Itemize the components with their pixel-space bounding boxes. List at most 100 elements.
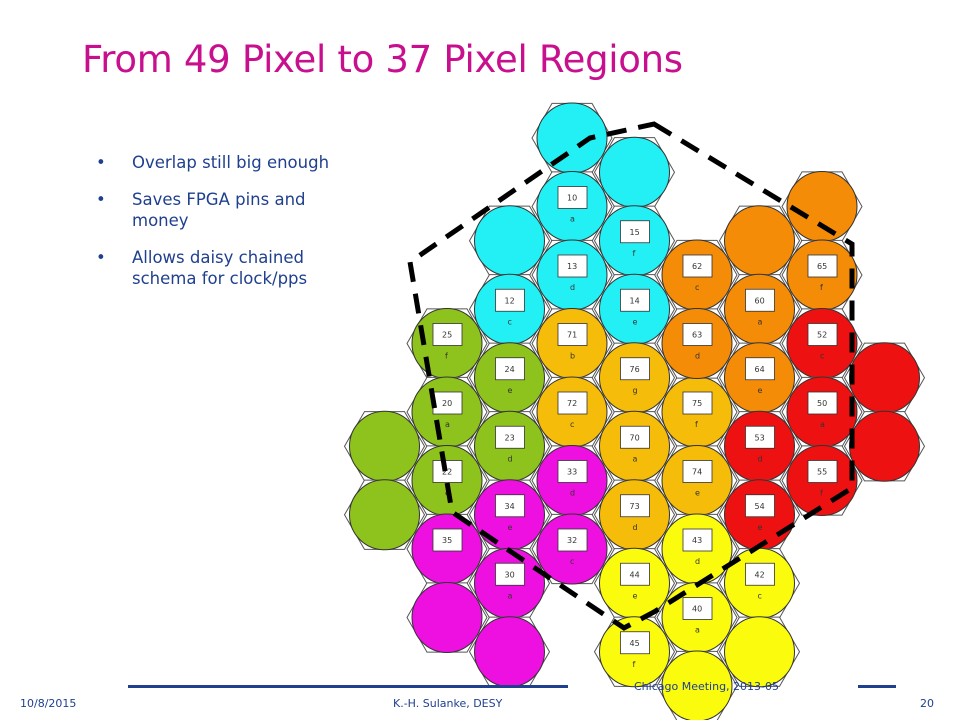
pixel-cell: 35 (406, 513, 488, 585)
pixel-sub-label: f (820, 283, 823, 292)
pixel-cell: 42 c (718, 547, 801, 619)
pixel-cell (343, 479, 426, 551)
pixel-number-label: 71 (567, 331, 577, 340)
pixel-label-box (745, 562, 775, 586)
pixel-pmt-circle (349, 479, 420, 551)
pixel-cell: 44 e (593, 547, 676, 619)
pixel-number-label: 52 (817, 331, 827, 340)
pixel-number-label: 20 (442, 399, 452, 408)
bullet-dot-icon: • (96, 153, 106, 172)
pixel-label-box (495, 288, 525, 312)
pixel-number-label: 30 (505, 570, 515, 579)
pixel-sub-label: e (758, 386, 763, 395)
pixel-cell (781, 171, 863, 242)
pixel-sub-label: f (445, 352, 448, 361)
pixel-number-label: 14 (630, 296, 640, 305)
pixel-label-box (620, 357, 650, 381)
pixel-label-box (620, 288, 650, 312)
pixel-number-label: 44 (630, 570, 640, 579)
pixel-sub-label: d (508, 454, 513, 463)
pixel-cell: 23 d (468, 410, 551, 482)
pixel-number-label: 32 (567, 536, 577, 545)
pixel-sub-label: b (570, 352, 575, 361)
pixel-pmt-circle (599, 136, 670, 208)
pixel-pmt-circle (786, 171, 858, 242)
pixel-cell: 15 f (593, 205, 676, 277)
pixel-number-label: 35 (442, 536, 452, 545)
pixel-pmt-circle (724, 205, 795, 277)
pixel-label-box (620, 494, 650, 518)
pixel-cell: 75 f (656, 376, 738, 448)
pixel-sub-label: d (570, 489, 575, 498)
pixel-cell: 32 c (531, 513, 613, 585)
pixel-pmt-circle (849, 410, 920, 482)
pixel-cell: 52 c (781, 308, 863, 379)
pixel-cell (656, 650, 738, 720)
pixel-sub-label: e (633, 591, 638, 600)
pixel-cell (468, 205, 551, 277)
pixel-label-box (495, 494, 525, 518)
pixel-cell: 20 a (406, 376, 488, 448)
pixel-sub-label: d (633, 523, 638, 532)
pixel-cell: 76 g (593, 342, 676, 414)
pixel-number-label: 42 (755, 570, 765, 579)
pixel-label-box (682, 323, 713, 346)
bullet-text: Saves FPGA pins and money (132, 190, 306, 230)
pixel-sub-label: a (508, 591, 513, 600)
pixel-label-box (557, 254, 588, 278)
pixel-label-box (745, 357, 775, 381)
pixel-number-label: 73 (630, 502, 640, 511)
pixel-number-label: 22 (442, 468, 452, 477)
pixel-label-box (620, 425, 650, 449)
pixel-cell: 45 f (593, 616, 676, 688)
pixel-number-label: 64 (755, 365, 765, 374)
pixel-number-label: 23 (505, 433, 515, 442)
pixel-number-label: 25 (442, 331, 452, 340)
pixel-pmt-circle (536, 102, 608, 174)
pixel-label-box (682, 391, 713, 415)
pixel-number-label: 75 (692, 399, 702, 408)
bullet-text: Overlap still big enough (132, 153, 330, 172)
pixel-sub-label: c (570, 420, 574, 429)
pixel-sub-label: g (633, 386, 638, 395)
pixel-pmt-circle (724, 616, 795, 688)
pixel-number-label: 33 (567, 468, 577, 477)
pixel-pmt-circle (474, 205, 545, 277)
pixel-cell: 22c (406, 445, 488, 516)
pixel-number-label: 63 (692, 331, 702, 340)
pixel-cell: 13 d (531, 239, 613, 311)
pixel-pmt-circle (849, 342, 920, 414)
pixel-cell: 55 f (781, 445, 863, 516)
pixel-label-box (620, 220, 650, 244)
pixel-cell: 63 d (656, 308, 738, 379)
pixel-sub-label: a (633, 454, 638, 463)
pixel-number-label: 74 (692, 468, 702, 477)
pixel-number-label: 53 (755, 433, 765, 442)
pixel-cells: 12c10a15f13d14e25f20a24e23d22c71b72c76g7… (343, 102, 926, 720)
pixel-label-box (495, 562, 525, 586)
pixel-sub-label: d (695, 557, 700, 566)
pixel-cell: 12 c (468, 273, 551, 345)
pixel-cell: 65 f (781, 239, 863, 311)
pixel-label-box (745, 425, 775, 449)
pixel-label-box (432, 323, 463, 346)
pixel-cell: 62 c (656, 239, 738, 311)
pixel-sub-label: a (445, 420, 450, 429)
slide-title: From 49 Pixel to 37 Pixel Regions (82, 38, 683, 81)
pixel-label-box (682, 254, 713, 278)
pixel-label-box (807, 391, 838, 415)
pixel-sub-label: d (695, 352, 700, 361)
pixel-cell (531, 102, 613, 174)
pixel-label-box (557, 186, 588, 209)
bullet-dot-icon: • (96, 190, 106, 209)
pixel-number-label: 13 (567, 262, 577, 271)
pixel-pmt-circle (411, 582, 483, 653)
pixel-number-label: 50 (817, 399, 827, 408)
pixel-sub-label: e (508, 523, 513, 532)
pixel-sub-label: e (758, 523, 763, 532)
pixel-number-label: 65 (817, 262, 827, 271)
pixel-cell (343, 410, 426, 482)
pixel-label-box (557, 323, 588, 346)
footer-rule-left (128, 685, 568, 688)
